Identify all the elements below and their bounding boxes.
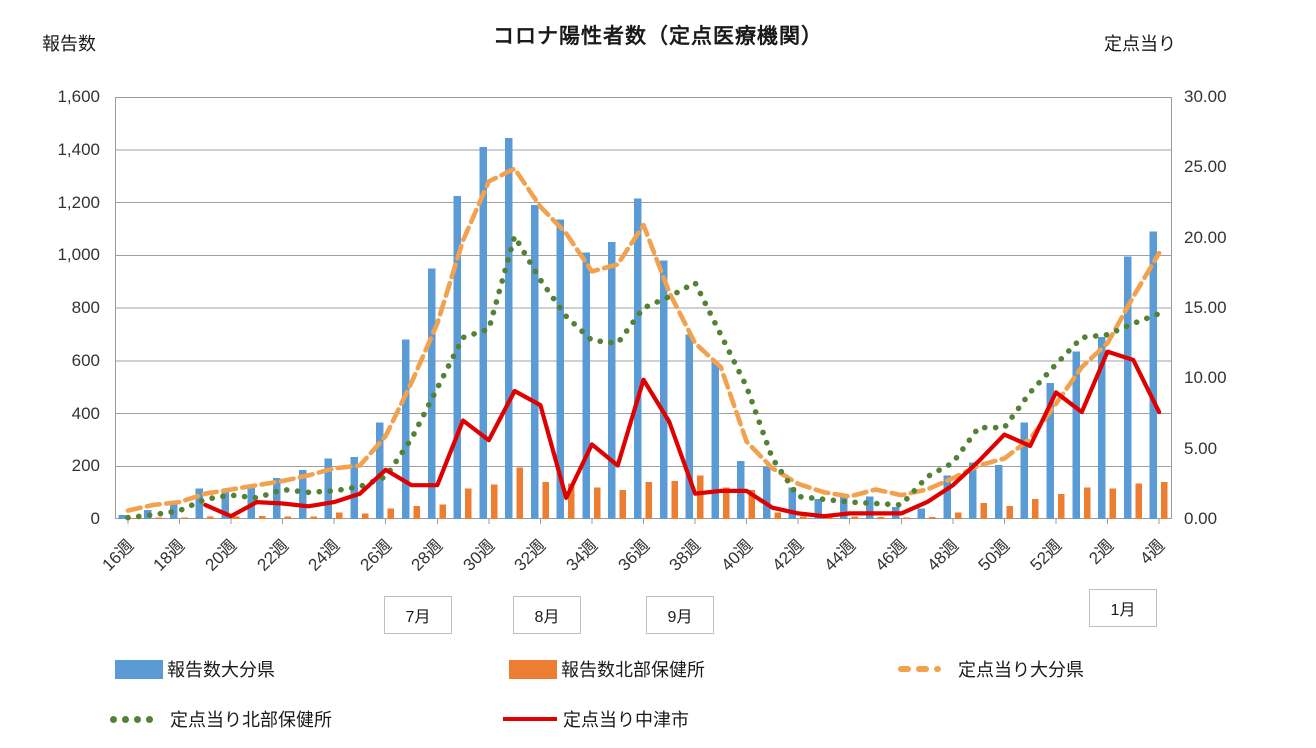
bars-oita: [118, 137, 1158, 520]
legend-label: 定点当り中津市: [563, 710, 689, 730]
y-axis-left-tick: 600: [71, 350, 100, 370]
y-axis-right-tick: 20.00: [1184, 227, 1227, 247]
y-axis-right-tick: 5.00: [1184, 438, 1218, 458]
y-axis-right-tick: 15.00: [1184, 298, 1227, 317]
y-axis-left-tick: 800: [71, 298, 100, 317]
plot-area: [115, 97, 1172, 524]
legend-label: 定点当り大分県: [958, 660, 1084, 680]
legend-bar-swatch: [509, 659, 557, 679]
plot-canvas: [115, 97, 1172, 524]
x-ticks: [127, 519, 1160, 524]
y-axis-left-tick: 1,000: [57, 245, 100, 265]
legend-bar-swatch: [115, 659, 163, 679]
legend-label: 報告数大分県: [167, 660, 275, 680]
legend-item-4: 定点当り北部保健所: [110, 706, 332, 732]
right-axis-title: 定点当り: [1104, 34, 1176, 54]
legend-solid-swatch: [503, 717, 559, 721]
y-axis-right-tick: 0.00: [1184, 509, 1218, 528]
y-axis-right-tick: 30.00: [1184, 87, 1227, 106]
month-box: 8月: [513, 596, 581, 634]
legend-dotted-swatch: [110, 715, 166, 723]
y-axis-left-tick: 1,400: [57, 139, 100, 159]
month-box: 1月: [1089, 589, 1157, 627]
month-box: 7月: [384, 596, 452, 634]
gridlines: [115, 149, 1172, 467]
legend-item-2: 報告数北部保健所: [509, 656, 705, 682]
y-axis-left-tick: 200: [71, 456, 100, 476]
legend-item-5: 定点当り中津市: [503, 706, 689, 732]
y-axis-left-tick: 1,200: [57, 192, 100, 212]
y-axis-right-tick: 10.00: [1184, 368, 1227, 388]
chart-title: コロナ陽性者数（定点医療機関）: [493, 25, 823, 48]
month-box: 9月: [646, 596, 714, 634]
y-axis-left-tick: 1,600: [57, 87, 100, 106]
left-axis-title: 報告数: [42, 34, 96, 54]
legend-item-3: 定点当り大分県: [898, 656, 1084, 682]
y-axis-left-tick: 400: [71, 403, 100, 423]
legend-label: 報告数北部保健所: [561, 660, 705, 680]
legend-dashed-swatch: [898, 666, 954, 672]
y-axis-right-tick: 25.00: [1184, 157, 1227, 177]
定点当り大分県-line: [125, 166, 1162, 513]
定点当り北部保健所-line: [125, 233, 1162, 521]
legend-label: 定点当り北部保健所: [170, 710, 332, 730]
bars-hokubu: [129, 467, 1168, 519]
定点当り中津市-line: [203, 349, 1162, 519]
legend-item-1: 報告数大分県: [115, 656, 275, 682]
y-axis-left-tick: 0: [90, 509, 100, 528]
